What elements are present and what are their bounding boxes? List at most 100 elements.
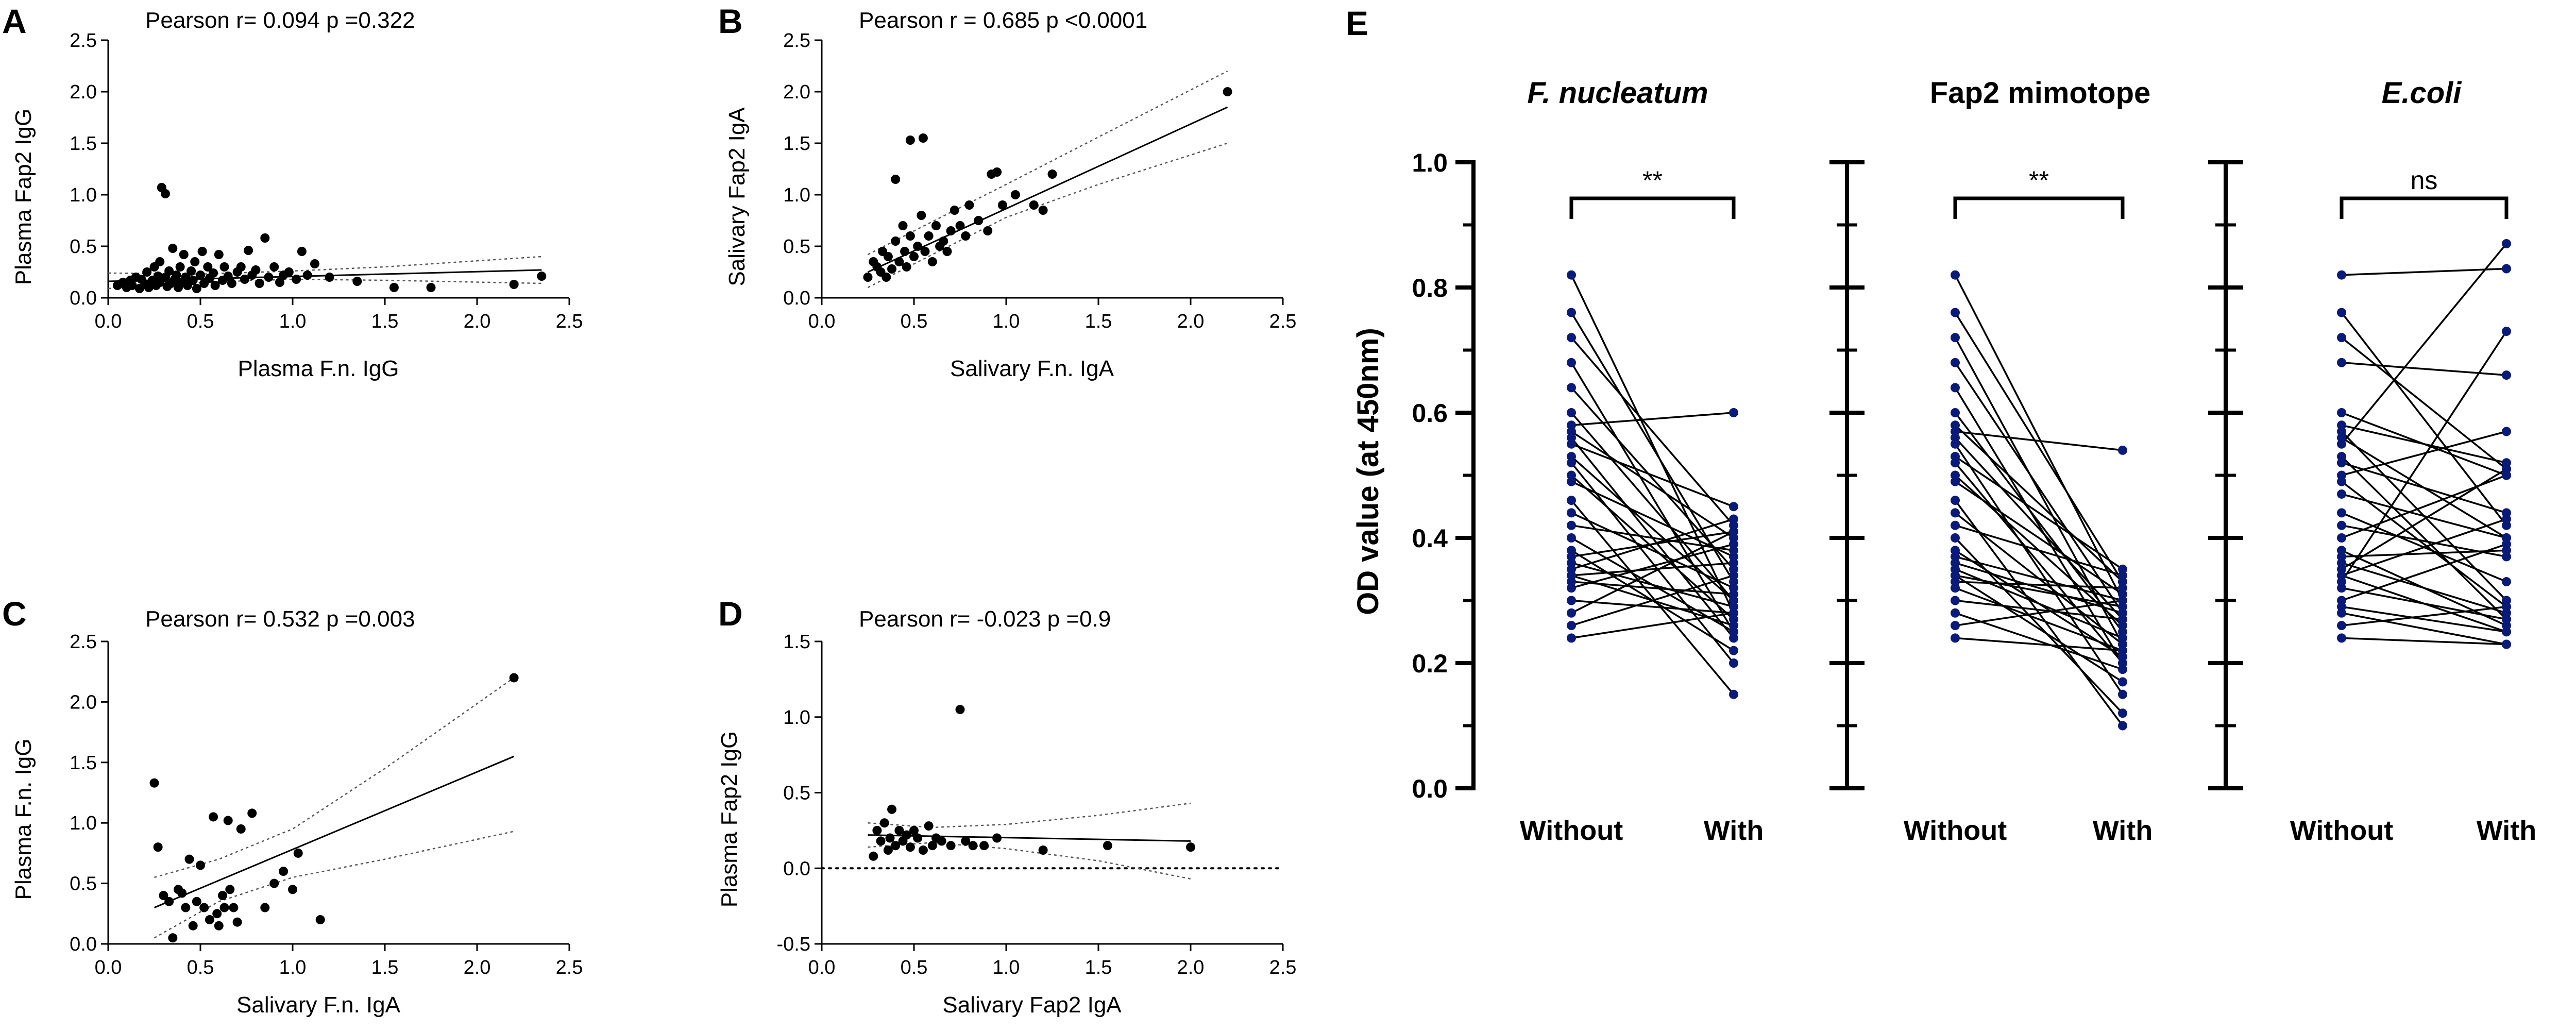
panel-e-group-2-pair-line <box>1954 312 2124 582</box>
panel-b-point <box>891 175 901 184</box>
panel-e-group-1-pair-line <box>1570 475 1735 620</box>
panel-d-x-tick-label: 0.5 <box>901 957 928 978</box>
panel-e-group-2-pair-line <box>1955 574 2123 683</box>
panel-d-ci-upper <box>868 802 1191 828</box>
panel-e-group-2-significance-label: ** <box>2029 166 2049 195</box>
panel-e-group-1-pair-line <box>1571 481 1734 558</box>
panel-b-y-tick-label: 2.5 <box>783 30 810 52</box>
panel-e-group-2-without-point <box>1951 439 1960 449</box>
panel-d-point <box>885 833 895 843</box>
panel-c-point <box>223 816 233 825</box>
panel-e-group-3-category-label: Without <box>2290 815 2393 846</box>
panel-e-group-3-pair-line <box>2341 331 2507 583</box>
panel-b-y-tick-label: 0.5 <box>783 236 810 258</box>
panel-e-group-3-pair-line <box>2341 312 2507 526</box>
panel-e-group-2-without-point <box>1951 520 1960 530</box>
panel-a-point <box>302 270 312 280</box>
panel-e-group-3-pair-line <box>2341 562 2507 614</box>
panel-e-group-3-with-point <box>2502 614 2511 624</box>
panel-a-point <box>219 262 229 272</box>
panel-e-group-2-with-point <box>2118 665 2127 674</box>
panel-e-group-3-significance-label: ns <box>2411 166 2438 195</box>
panel-e-group-3-without-point <box>2337 608 2346 618</box>
panel-c-point <box>315 915 325 925</box>
panel-e-group-1-pair-line <box>1571 512 1734 589</box>
panel-e-group-1-without-point <box>1567 533 1576 543</box>
panel-a-ci-lower <box>108 278 542 290</box>
panel-e-group-1-without-point <box>1567 633 1576 643</box>
panel-d-point <box>918 845 928 855</box>
panel-e-group-3-without-point <box>2337 333 2346 343</box>
panel-a-point <box>214 250 224 259</box>
panel-d-point <box>894 825 904 835</box>
panel-d-ci-lower <box>868 842 1191 880</box>
panel-e-group-3-pair-line <box>2341 430 2507 477</box>
panel-b-point <box>927 257 937 266</box>
panel-e-group-2-pair-line <box>1955 587 2123 652</box>
panel-e-group-3-pair-line <box>2341 605 2507 627</box>
panel-b-ci-lower <box>867 142 1228 289</box>
panel-c-point <box>184 854 194 864</box>
panel-e-group-2-without-point <box>1951 583 1960 593</box>
panel-e-group-3-without-point <box>2337 439 2346 449</box>
panel-b-point <box>1038 206 1048 215</box>
panel-letter-e: E <box>1346 4 1368 42</box>
panel-d-x-tick-label: 1.5 <box>1085 957 1112 978</box>
panel-c-ci-lower <box>154 831 514 939</box>
panel-e-group-1-pair-line <box>1570 362 1735 633</box>
panel-a-point <box>192 284 201 293</box>
panel-e-group-2-without-point <box>1951 608 1960 618</box>
panel-b-y-tick-label: 0.0 <box>783 287 810 309</box>
panel-b-x-tick-label: 0.0 <box>808 311 836 332</box>
panel-e-group-3-pair-line <box>2341 518 2507 577</box>
panel-e-group-3-pair-line <box>2341 637 2507 646</box>
panel-e-group-1-with-point <box>1729 527 1738 536</box>
panel-e-y-label: OD value (at 450nm) <box>1351 328 1385 615</box>
panel-e-group-1-without-point <box>1567 608 1576 618</box>
panel-e-group-2-pair-line <box>1955 612 2123 670</box>
panel-b-point <box>883 252 893 261</box>
panel-e-group-3-pair-line <box>2341 462 2507 514</box>
panel-a-x-tick-label: 1.5 <box>371 311 399 332</box>
panel-e-group-3-with-point <box>2502 327 2511 336</box>
panel-a-point <box>197 247 207 256</box>
panel-c-x-tick-label: 0.0 <box>95 957 122 978</box>
panel-b-point <box>942 247 952 256</box>
panel-b-point <box>905 231 915 241</box>
panel-e-group-1-without-point <box>1567 508 1576 518</box>
panel-c-point <box>205 915 214 925</box>
panel-e-group-1-pair-line <box>1570 462 1735 664</box>
panel-e-group-2-pair-line <box>1954 425 2124 583</box>
panel-c: C Pearson r= 0.532 p =0.003 Salivary F.n… <box>2 595 583 1018</box>
panel-c-point <box>212 909 222 919</box>
panel-c-point <box>225 885 235 894</box>
panel-a-y-label: Plasma Fap2 IgG <box>11 109 36 285</box>
panel-e-group-2-without-point <box>1951 633 1960 643</box>
panel-e-group-2-without-point <box>1951 408 1960 417</box>
panel-c-point <box>214 921 224 931</box>
panel-e-group-3-pair-line <box>2341 612 2507 646</box>
panel-a-point <box>244 246 253 255</box>
panel-a-point <box>255 279 264 288</box>
panel-e-group-3-pair-line <box>2341 455 2507 620</box>
panel-b-x-tick-label: 0.5 <box>901 311 928 332</box>
panel-b-point <box>955 221 965 230</box>
panel-b-point <box>920 247 930 256</box>
panel-e-group-1-with-point <box>1729 621 1738 631</box>
panel-e-group-2-with-point <box>2118 646 2127 655</box>
panel-a-x-tick-label: 2.0 <box>464 311 491 332</box>
panel-e-group-2-with-point <box>2118 445 2127 455</box>
panel-a-point <box>142 267 152 277</box>
panel-e-group-2-pair-line <box>1954 462 2124 664</box>
panel-e-group-1-pair-line <box>1570 337 1735 526</box>
panel-d: D Pearson r= -0.023 p =0.9 Salivary Fap2… <box>717 595 1296 1018</box>
panel-c-point <box>260 903 270 912</box>
panel-e-group-3-without-point <box>2337 458 2346 468</box>
panel-b-fit-line <box>867 106 1228 273</box>
panel-b-point <box>917 211 926 220</box>
panel-e-group-2-without-point <box>1951 333 1960 343</box>
panel-b-x-tick-label: 1.0 <box>993 311 1020 332</box>
panel-b-point <box>974 216 984 225</box>
panel-c-point <box>293 848 303 858</box>
panel-c-point <box>288 885 297 894</box>
